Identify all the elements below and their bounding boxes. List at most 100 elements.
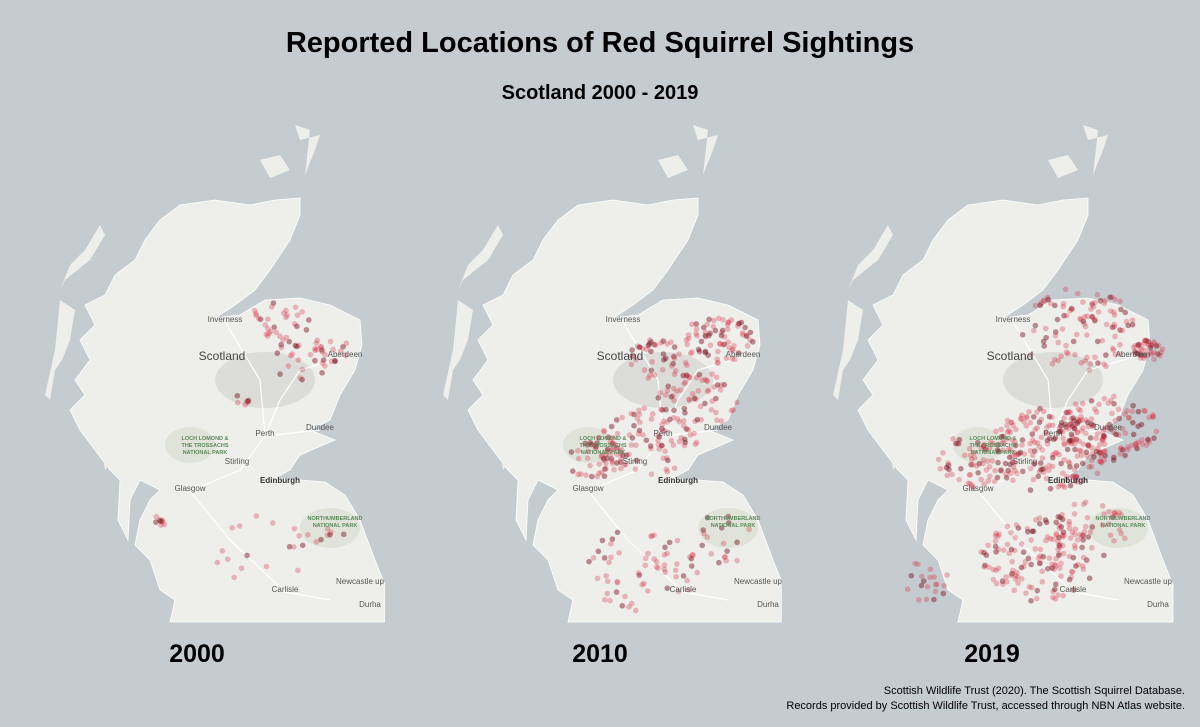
- place-label: Durha: [1147, 600, 1169, 609]
- sighting-dot: [990, 576, 997, 583]
- sighting-dot: [1087, 435, 1094, 441]
- sighting-dot: [283, 307, 289, 314]
- sighting-dot: [647, 337, 653, 343]
- sighting-dot: [651, 532, 657, 538]
- sighting-dot: [1051, 566, 1058, 572]
- sighting-dot: [296, 533, 302, 539]
- sighting-dot: [1053, 531, 1060, 537]
- sighting-dot: [704, 378, 710, 385]
- sighting-dot: [1067, 482, 1074, 489]
- sighting-dot: [662, 427, 668, 434]
- sighting-dot: [1079, 460, 1086, 467]
- sighting-dot: [1139, 441, 1146, 448]
- sighting-dot: [1111, 296, 1118, 302]
- sighting-dot: [332, 358, 338, 365]
- sighting-dot: [1057, 541, 1063, 548]
- sighting-dot: [575, 455, 582, 462]
- sighting-dot: [618, 455, 624, 462]
- sighting-dot: [1028, 351, 1034, 358]
- sighting-dot: [995, 533, 1001, 540]
- sighting-dot: [1039, 578, 1046, 585]
- sighting-dot: [694, 416, 701, 423]
- sighting-dot: [648, 445, 654, 452]
- sighting-dot: [719, 327, 726, 334]
- sighting-dot: [695, 346, 702, 353]
- sighting-dot: [680, 422, 687, 429]
- sighting-dot: [636, 407, 642, 414]
- sighting-dot: [656, 434, 663, 440]
- sighting-dot: [1080, 566, 1087, 572]
- sighting-dot: [956, 436, 963, 443]
- sighting-dot: [1024, 525, 1031, 532]
- sighting-dot: [1073, 563, 1079, 569]
- sighting-dot: [1029, 452, 1036, 459]
- sighting-dot: [271, 324, 278, 330]
- sighting-dot: [1111, 454, 1117, 461]
- sighting-dot: [608, 423, 615, 430]
- sighting-dot: [626, 604, 632, 610]
- sighting-dot: [647, 372, 653, 379]
- sighting-dot: [1081, 528, 1088, 535]
- sighting-dot: [600, 455, 607, 462]
- sighting-dot: [692, 418, 698, 425]
- sighting-dot: [967, 452, 974, 459]
- sighting-dot: [1052, 302, 1058, 309]
- sighting-dot: [1066, 553, 1073, 560]
- sighting-dot: [711, 317, 717, 324]
- sighting-dot: [1101, 426, 1107, 432]
- sighting-dot: [1012, 576, 1019, 582]
- sighting-dot: [671, 344, 678, 350]
- sighting-dot: [992, 543, 999, 550]
- sighting-dot: [1067, 409, 1073, 416]
- sighting-dot: [601, 597, 608, 603]
- sighting-dot: [286, 543, 293, 550]
- sighting-dot: [728, 317, 735, 323]
- sighting-dot: [641, 405, 648, 412]
- sighting-dot: [1021, 563, 1027, 570]
- sighting-dot: [1082, 358, 1089, 364]
- sighting-dot: [1064, 446, 1071, 453]
- sighting-dot: [1044, 534, 1051, 540]
- sighting-dot: [1090, 303, 1097, 310]
- sighting-dot: [643, 555, 649, 562]
- place-label: Dundee: [1094, 423, 1123, 432]
- sighting-dot: [993, 530, 999, 537]
- sighting-dot: [636, 344, 643, 350]
- sighting-dot: [601, 428, 608, 435]
- sighting-dot: [643, 437, 650, 444]
- sighting-dot: [1080, 299, 1086, 305]
- sighting-dot: [633, 442, 639, 448]
- sighting-dot: [1130, 402, 1136, 409]
- sighting-dot: [1084, 419, 1091, 426]
- sighting-dot: [659, 366, 666, 373]
- sighting-dot: [718, 525, 725, 531]
- sighting-dot: [1071, 467, 1078, 473]
- sighting-dot: [1004, 523, 1011, 530]
- credit: Scottish Wildlife Trust (2020). The Scot…: [884, 685, 1185, 697]
- sighting-dot: [1083, 449, 1090, 456]
- sighting-dot: [686, 397, 693, 403]
- sighting-dot: [1043, 537, 1049, 544]
- sighting-dot: [747, 329, 754, 336]
- sighting-dot: [1072, 351, 1078, 358]
- sighting-dot: [594, 440, 600, 446]
- sighting-dot: [270, 300, 277, 306]
- sighting-dot: [602, 465, 609, 472]
- sighting-dot: [611, 466, 617, 473]
- map: Inverness Scotland Aberdeen Perth Dundee LOCH…: [442, 124, 782, 623]
- sighting-dot: [283, 334, 290, 341]
- sighting-dot: [981, 481, 987, 487]
- place-label: Inverness: [208, 315, 243, 324]
- sighting-dot: [706, 332, 712, 339]
- sighting-dot: [1014, 574, 1021, 580]
- sighting-dot: [634, 343, 641, 349]
- sighting-dot: [623, 452, 630, 459]
- sighting-dot: [693, 396, 699, 403]
- sighting-dot: [1073, 436, 1080, 443]
- sighting-dot: [706, 316, 712, 323]
- sighting-dot: [610, 434, 616, 441]
- sighting-dot: [1034, 409, 1040, 415]
- place-label: NATIONAL PARK: [581, 450, 626, 456]
- sighting-dot: [673, 573, 679, 580]
- sighting-dot: [664, 341, 671, 347]
